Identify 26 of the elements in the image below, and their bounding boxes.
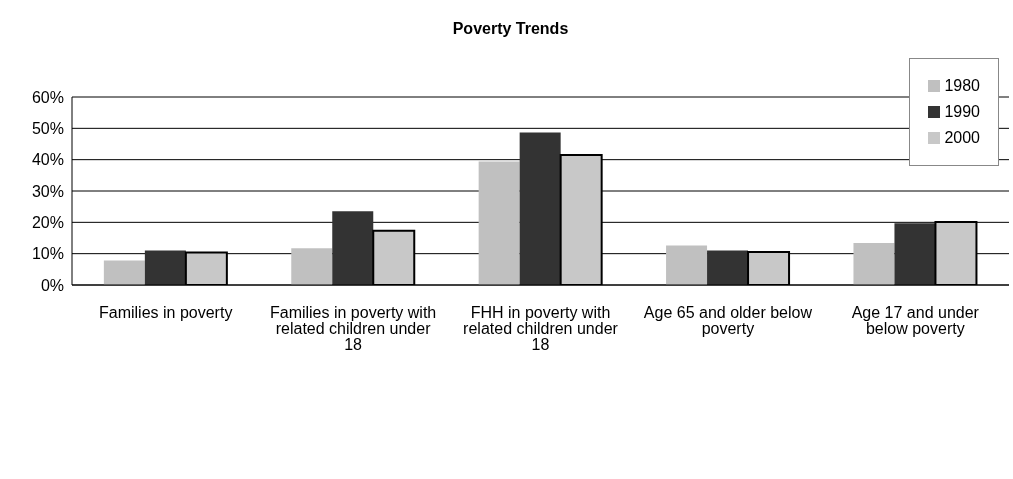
bar bbox=[519, 132, 561, 285]
x-tick-label: Age 65 and older below poverty bbox=[643, 304, 813, 338]
bar bbox=[291, 248, 333, 285]
bar bbox=[853, 243, 895, 285]
legend-label: 2000 bbox=[944, 129, 980, 147]
chart-title: Poverty Trends bbox=[451, 20, 570, 38]
y-tick-label: 20% bbox=[31, 214, 64, 232]
bar bbox=[478, 161, 520, 285]
x-tick-label: Families in poverty bbox=[99, 304, 233, 322]
bar bbox=[144, 250, 186, 285]
y-tick-label: 30% bbox=[31, 182, 64, 200]
y-tick-label: 40% bbox=[31, 151, 64, 169]
y-tick-label: 50% bbox=[31, 120, 64, 138]
y-tick-label: 0% bbox=[40, 276, 64, 294]
x-tick-label: Families in poverty with related children under 18 bbox=[269, 304, 437, 354]
x-tick-label: Age 17 and under below poverty bbox=[851, 304, 980, 338]
bar bbox=[666, 245, 708, 285]
bar bbox=[707, 250, 749, 285]
y-tick-label: 10% bbox=[31, 245, 64, 263]
legend-label: 1980 bbox=[944, 77, 980, 95]
x-tick-label: FHH in poverty with related children under 18 bbox=[463, 304, 619, 354]
legend-label: 1990 bbox=[944, 103, 980, 121]
bar bbox=[894, 223, 936, 285]
bar bbox=[103, 260, 145, 285]
y-tick-label: 60% bbox=[31, 88, 64, 106]
bar bbox=[332, 211, 374, 285]
